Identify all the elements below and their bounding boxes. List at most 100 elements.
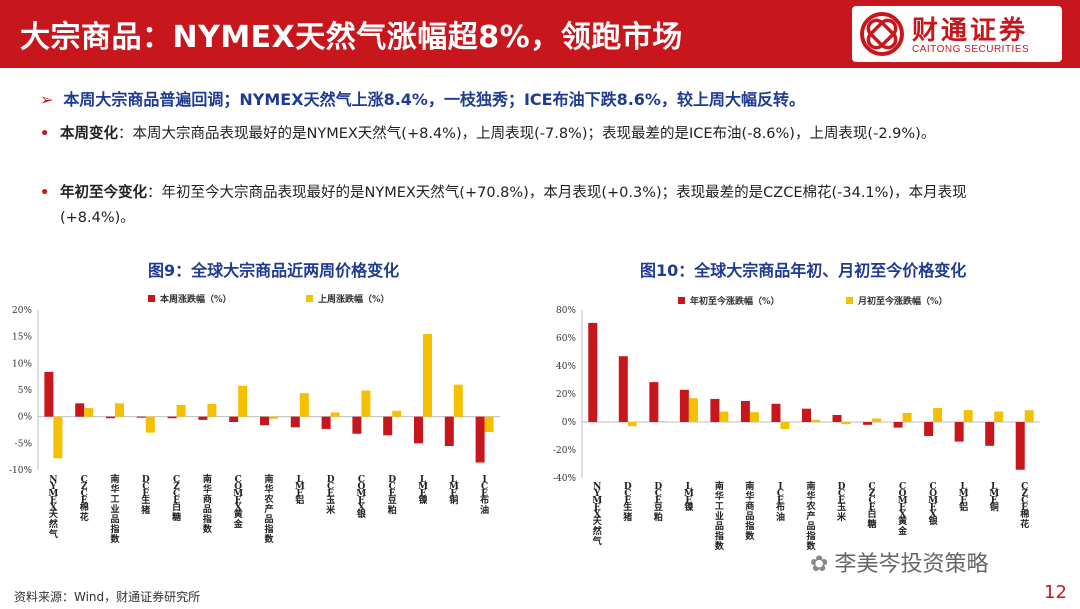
bar-series2 xyxy=(53,416,63,459)
bar-series2 xyxy=(361,390,371,417)
legend-label: 本周涨跌幅（%） xyxy=(160,293,232,305)
x-tick-label: C O M E X 黄金 xyxy=(897,482,908,537)
x-tick-label: D C E 生猪 xyxy=(622,482,632,523)
bar-series2 xyxy=(658,421,668,422)
bar-series1 xyxy=(383,416,393,436)
bar-series2 xyxy=(719,411,729,422)
page-title: 大宗商品：NYMEX天然气涨幅超8%，领跑市场 xyxy=(20,20,683,55)
x-tick-label: I C E 布油 xyxy=(775,482,785,523)
bar-series1 xyxy=(863,422,873,425)
x-tick-label: D C E 豆粕 xyxy=(388,475,397,516)
x-tick-label: 南华农产品指数 xyxy=(263,473,274,545)
bar-series1 xyxy=(954,422,964,442)
bar-series1 xyxy=(771,403,781,422)
x-tick-label: D C E 豆粕 xyxy=(654,482,663,523)
bar-series2 xyxy=(453,384,463,417)
bullet-text: ：本周大宗商品表现最好的是NYMEX天然气(+8.4%)，上周表现(-7.8%)… xyxy=(118,126,936,142)
bar-series2 xyxy=(933,408,943,422)
bar-series2 xyxy=(749,412,759,422)
bar-series1 xyxy=(1015,422,1025,470)
bar-series2 xyxy=(627,422,637,427)
bar-series2 xyxy=(176,404,186,417)
y-tick-label: 20% xyxy=(556,390,576,400)
bar-series2 xyxy=(238,385,248,417)
bar-series1 xyxy=(649,382,659,422)
bullet-label: 年初至今变化 xyxy=(60,185,147,201)
x-tick-label: 南华工业品指数 xyxy=(110,473,120,545)
legend-swatch xyxy=(148,295,155,302)
bar-series1 xyxy=(198,416,208,420)
bar-series1 xyxy=(352,416,362,434)
x-tick-label: C Z C E 白糖 xyxy=(172,475,181,523)
headline: ➢ 本周大宗商品普遍回调；NYMEX天然气上涨8.4%，一枝独秀；ICE布油下跌8… xyxy=(40,86,805,110)
bullet-weekly: • 本周变化：本周大宗商品表现最好的是NYMEX天然气(+8.4%)，上周表现(… xyxy=(40,122,1040,147)
logo-text-cn: 财通证券 xyxy=(912,16,1029,46)
watermark: ✿ 李美岑投资策略 xyxy=(810,546,988,578)
source-note: 资料来源：Wind，财通证券研究所 xyxy=(14,590,201,604)
bar-series2 xyxy=(1024,410,1034,422)
logo-mark-icon xyxy=(860,12,904,56)
y-tick-label: -10% xyxy=(9,466,32,476)
bar-series1 xyxy=(924,422,934,436)
y-tick-label: 15% xyxy=(12,333,32,343)
arrow-bullet-icon: ➢ xyxy=(40,90,54,109)
bar-series2 xyxy=(688,398,698,422)
bullet-dot-icon: • xyxy=(40,126,50,142)
bar-series2 xyxy=(872,418,882,422)
legend-swatch xyxy=(306,295,313,302)
bar-series1 xyxy=(414,416,423,444)
bar-series2 xyxy=(84,408,94,417)
x-tick-label: C Z C E 棉花 xyxy=(80,475,89,523)
bar-series2 xyxy=(115,403,124,417)
bar-series1 xyxy=(710,398,720,422)
header-bar: 大宗商品：NYMEX天然气涨幅超8%，领跑市场 财通证券 CAITONG SEC… xyxy=(0,0,1080,68)
bar-series1 xyxy=(75,403,85,417)
bar-series1 xyxy=(290,416,300,428)
x-tick-label: N Y M E X 天然气 xyxy=(48,475,59,540)
bar-series2 xyxy=(780,422,790,429)
x-tick-label: C Z C E 白糖 xyxy=(868,482,877,530)
logo-text-en: CAITONG SECURITIES xyxy=(912,44,1030,55)
bar-series1 xyxy=(802,408,811,422)
x-tick-label: 南华工业品指数 xyxy=(715,480,725,552)
bar-series1 xyxy=(588,322,598,422)
bar-series1 xyxy=(229,416,239,422)
bar-series2 xyxy=(299,393,309,417)
chart-title-fig9: 图9：全球大宗商品近两周价格变化 xyxy=(148,261,400,280)
y-tick-label: 10% xyxy=(12,359,32,369)
legend-swatch xyxy=(846,297,853,304)
y-tick-label: -20% xyxy=(553,446,576,456)
y-tick-label: 0% xyxy=(18,413,33,423)
y-tick-label: 0% xyxy=(562,418,577,428)
bullet-ytd: • 年初至今变化：年初至今大宗商品表现最好的是NYMEX天然气(+70.8%)，… xyxy=(40,181,1040,231)
bar-series1 xyxy=(44,371,54,417)
x-tick-label: D C E 玉米 xyxy=(836,482,847,523)
headline-text: 本周大宗商品普遍回调；NYMEX天然气上涨8.4%，一枝独秀；ICE布油下跌8.… xyxy=(63,90,805,109)
y-tick-label: -5% xyxy=(15,439,33,449)
y-tick-label: -40% xyxy=(553,474,576,484)
bar-series1 xyxy=(167,416,177,419)
bar-series2 xyxy=(963,410,973,422)
y-tick-label: 20% xyxy=(12,306,32,316)
legend-label: 年初至今涨跌幅（%） xyxy=(690,295,780,307)
x-tick-label: C O M E X 黄金 xyxy=(233,475,244,530)
bullet-label: 本周变化 xyxy=(60,126,118,142)
y-tick-label: 60% xyxy=(556,334,576,344)
page-number: 12 xyxy=(1044,582,1067,603)
bar-series1 xyxy=(832,415,842,422)
bar-series1 xyxy=(740,401,750,422)
bar-series1 xyxy=(475,416,485,463)
bar-series1 xyxy=(136,416,146,418)
legend-label: 上周涨跌幅（%） xyxy=(318,293,390,305)
x-tick-label: 南华商品指数 xyxy=(203,473,213,535)
x-tick-label: 南华农产品指数 xyxy=(805,480,816,552)
bar-series2 xyxy=(207,403,217,417)
y-tick-label: 80% xyxy=(556,306,576,316)
bar-series1 xyxy=(985,422,995,446)
bar-series2 xyxy=(994,411,1004,422)
